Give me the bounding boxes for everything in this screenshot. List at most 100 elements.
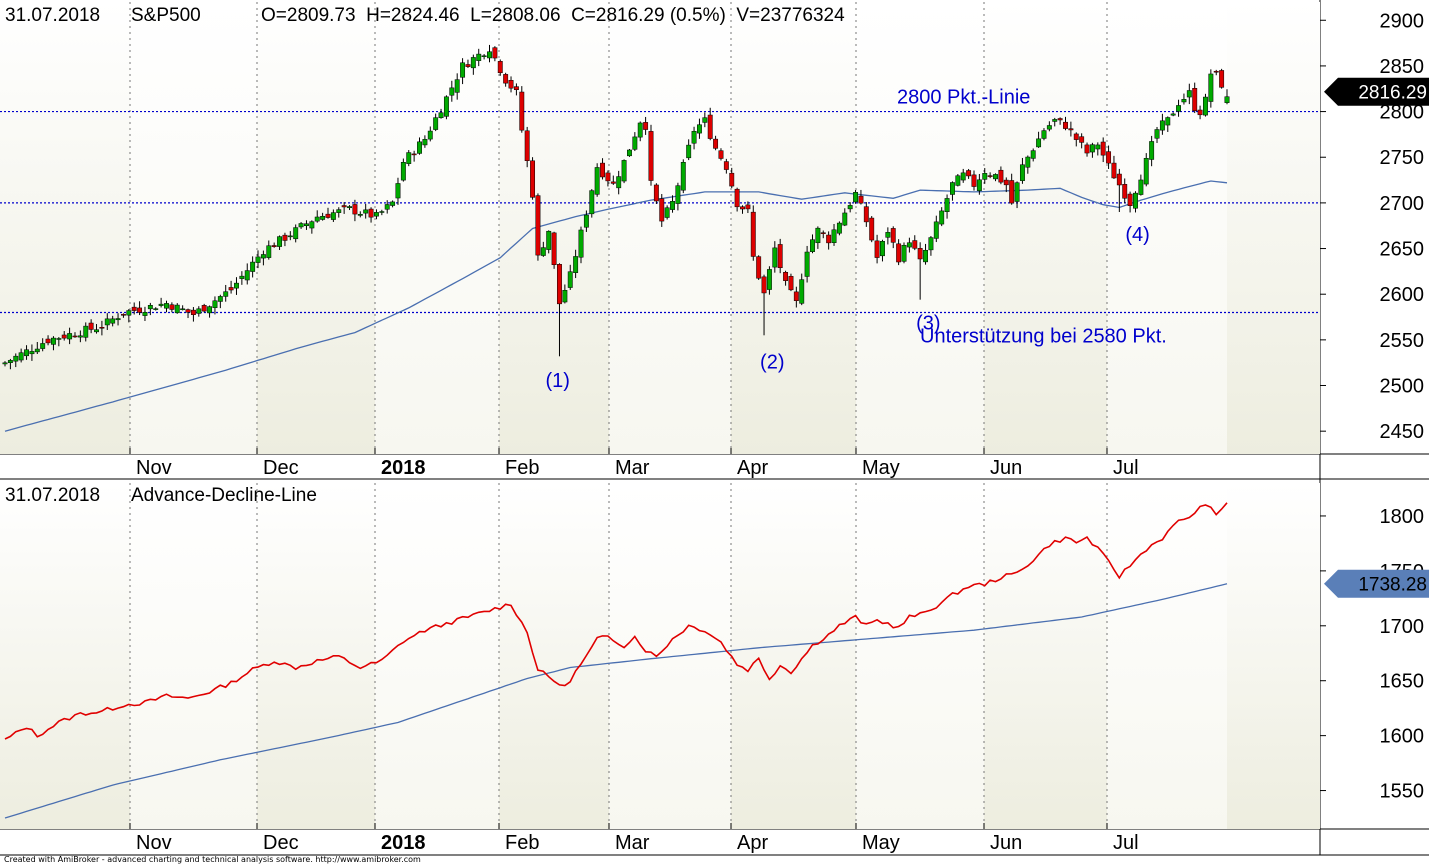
month-band	[609, 2, 731, 454]
candle-body	[390, 201, 396, 206]
candle-body	[347, 206, 352, 209]
candle-body	[497, 61, 503, 74]
candle-body	[627, 149, 632, 157]
candle-body	[621, 160, 627, 182]
y-tick-label: 2900	[1380, 10, 1425, 32]
candle-body	[492, 47, 498, 59]
candle	[912, 235, 918, 251]
candle-body	[395, 183, 401, 199]
wave-label: (4)	[1125, 224, 1149, 246]
y-tick-label: 2500	[1380, 376, 1425, 398]
candle-body	[180, 308, 186, 311]
candle	[99, 320, 105, 336]
candle	[158, 297, 164, 308]
candle-body	[923, 249, 928, 263]
candle-body	[1176, 105, 1182, 112]
candle	[508, 76, 514, 93]
candle	[40, 338, 46, 352]
candle-body	[40, 343, 46, 349]
candle-body	[384, 204, 390, 210]
candle	[885, 227, 891, 245]
price-ohlcv: O=2809.73 H=2824.46 L=2808.06 C=2816.29 …	[261, 5, 845, 26]
candle	[853, 190, 859, 204]
candle-body	[842, 212, 848, 226]
candle	[546, 230, 552, 254]
candle	[83, 322, 89, 342]
candle-body	[470, 57, 476, 69]
candle	[551, 231, 557, 269]
candle	[1111, 155, 1117, 179]
candle	[320, 212, 326, 221]
x-tick-label: May	[862, 457, 900, 479]
candle-body	[939, 210, 945, 225]
candle	[906, 237, 912, 253]
month-band	[856, 2, 984, 454]
candle-body	[277, 236, 282, 247]
y-tick-label: 1550	[1380, 781, 1425, 803]
candle	[729, 167, 735, 189]
candle	[325, 207, 331, 219]
candle	[454, 73, 460, 100]
candle	[470, 54, 476, 75]
candle	[928, 236, 934, 256]
wave-label: (1)	[545, 370, 569, 392]
candle-body	[201, 305, 207, 312]
candle-body	[950, 182, 955, 195]
candle-body	[766, 269, 772, 290]
candle-body	[104, 318, 110, 326]
candle	[702, 112, 708, 128]
candle-body	[944, 198, 950, 212]
candlestick-series	[2, 44, 1230, 370]
candle	[777, 238, 783, 274]
candle-body	[810, 239, 815, 252]
candle	[524, 126, 530, 168]
candle-body	[659, 198, 665, 222]
candle-body	[476, 53, 482, 61]
x-tick-label: Apr	[737, 832, 768, 854]
candle-body	[120, 314, 126, 316]
candle-body	[228, 287, 234, 291]
candle-body	[772, 247, 778, 268]
candle	[519, 86, 525, 133]
candle-body	[250, 261, 256, 272]
candle	[540, 241, 546, 257]
candle	[422, 135, 428, 148]
candle	[255, 250, 261, 269]
candle	[336, 207, 342, 218]
candle	[1127, 191, 1133, 213]
candle-body	[508, 80, 514, 89]
price-symbol: S&P500	[131, 5, 201, 26]
candle	[643, 116, 649, 135]
candle-body	[1219, 70, 1225, 88]
candle	[923, 243, 928, 265]
candle	[858, 189, 864, 205]
candle	[1025, 155, 1031, 174]
candle-body	[1030, 150, 1036, 159]
price-panel[interactable]: 2800 Pkt.-Linie Unterstützung bei 2580 Pk…	[0, 2, 1429, 479]
candle-body	[196, 308, 202, 314]
advance-decline-line	[4, 502, 1228, 740]
candle-body	[287, 235, 293, 238]
candle	[874, 234, 880, 264]
advance-decline-panel[interactable]: 155016001650170017501800 NovDec2018FebMa…	[0, 483, 1429, 854]
y-tick-label: 2700	[1380, 193, 1425, 215]
candle-body	[244, 270, 250, 281]
candle	[120, 313, 126, 318]
y-tick-label: 1650	[1380, 671, 1425, 693]
candle	[104, 313, 110, 330]
candle	[1154, 126, 1160, 144]
candle-body	[686, 144, 692, 159]
candle	[826, 231, 832, 250]
candle	[50, 336, 56, 351]
candle-body	[34, 348, 40, 353]
x-tick-label: Jun	[990, 457, 1022, 479]
candle-body	[72, 335, 78, 338]
candle-body	[137, 307, 143, 313]
x-tick-label: Dec	[263, 457, 299, 479]
candle	[384, 200, 390, 214]
candle	[190, 307, 196, 322]
candle	[691, 126, 697, 150]
candle	[373, 209, 379, 220]
candle	[1197, 105, 1203, 120]
candle	[557, 263, 562, 357]
